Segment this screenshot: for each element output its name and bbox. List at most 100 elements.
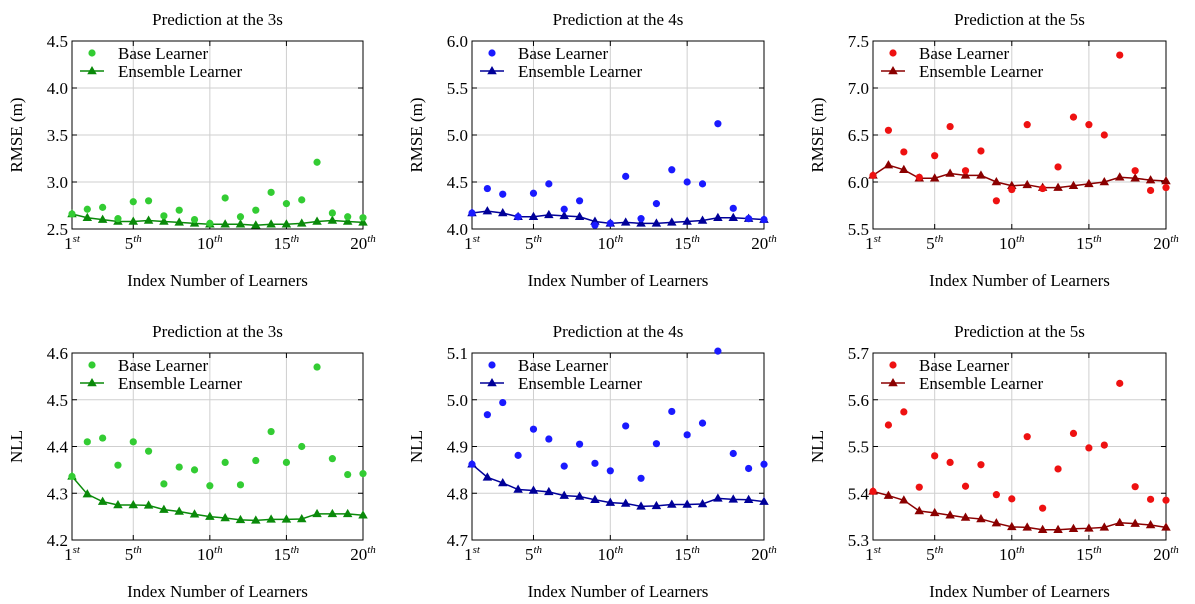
ensemble-learner-point: [544, 486, 554, 496]
ensemble-learner-point: [513, 484, 523, 493]
base-learner-point: [1023, 121, 1031, 129]
base-learner-point: [514, 213, 522, 221]
ensemble-learner-point: [1161, 522, 1171, 531]
base-learner-point: [992, 197, 1000, 205]
base-learner-point: [900, 408, 908, 416]
base-learner-point: [729, 204, 737, 212]
base-learner-point: [83, 205, 91, 213]
base-learner-point: [282, 458, 291, 466]
y-tick-label: 7.5: [848, 32, 869, 51]
ensemble-learner-point: [205, 511, 215, 520]
base-learner-point: [698, 419, 707, 427]
ensemble-learner-point: [960, 512, 971, 521]
legend-ensemble-learner-label: Ensemble Learner: [919, 374, 1043, 393]
ensemble-learner-point: [1145, 175, 1156, 184]
base-learner-point: [729, 449, 737, 458]
ensemble-learner-point: [574, 211, 585, 221]
base-learner-point: [483, 184, 491, 193]
y-tick-label: 4.7: [447, 531, 469, 550]
ensemble-learner-point: [497, 208, 508, 217]
base-learner-point: [961, 482, 970, 490]
chart-panel-1: 2.5 3.0 3.5 4.0 4.5 1st 5th 10th 15th 20th Predict…: [7, 10, 376, 290]
x-tick-label: 5th: [125, 233, 143, 253]
ensemble-learner-point: [914, 506, 925, 515]
base-learner-point: [545, 180, 553, 188]
legend-base-learner-label: Base Learner: [118, 356, 208, 375]
ensemble-learner-point: [682, 216, 692, 225]
base-learner-point: [344, 213, 352, 221]
base-learner-point: [698, 180, 707, 188]
legend-base-learner-label: Base Learner: [518, 356, 608, 375]
base-learner-point: [267, 427, 275, 436]
ensemble-learner-point: [697, 215, 708, 224]
chart-panel-5: 4.7 4.8 4.9 5.0 5.1 1st 5th 10th 15th 20th Predict…: [407, 322, 777, 601]
base-learner-point: [221, 194, 229, 202]
ensemble-learner-point: [883, 490, 894, 499]
legend-ensemble-learner-marker: [87, 378, 97, 387]
base-learner-point: [359, 470, 367, 478]
ensemble-learner-point: [743, 494, 754, 504]
legend-base-learner-label: Base Learner: [919, 44, 1009, 63]
base-learner-point: [683, 178, 691, 186]
legend-base-learner-label: Base Learner: [518, 44, 608, 63]
ensemble-learner-point: [296, 513, 307, 523]
base-learner-point: [190, 466, 199, 474]
y-tick-label: 4.6: [47, 344, 68, 363]
base-learner-point: [483, 411, 491, 419]
base-learner-point: [1023, 433, 1031, 441]
x-tick-label: 10th: [598, 233, 624, 253]
ensemble-learner-point: [651, 218, 662, 227]
ensemble-learner-point: [991, 518, 1002, 527]
y-tick-label: 5.3: [848, 531, 869, 550]
base-learner-point: [282, 200, 291, 208]
chart-title: Prediction at the 4s: [553, 10, 684, 29]
ensemble-learner-point: [945, 168, 955, 177]
chart-title: Prediction at the 3s: [152, 322, 283, 341]
ensemble-learner-point: [1114, 517, 1125, 526]
base-learner-point: [129, 198, 137, 206]
y-tick-label: 6.0: [447, 32, 468, 51]
legend-ensemble-learner-label: Ensemble Learner: [118, 374, 242, 393]
ensemble-learner-point: [728, 494, 739, 503]
ensemble-learner-point: [174, 217, 184, 226]
y-axis-label: RMSE (m): [407, 97, 426, 172]
base-learner-point: [637, 474, 645, 482]
ensemble-learner-point: [559, 490, 569, 499]
ensemble-learner-point: [574, 491, 585, 500]
x-tick-label: 1st: [865, 544, 882, 564]
ensemble-learner-point: [281, 219, 292, 228]
x-tick-label: 15th: [274, 544, 300, 564]
base-learner-point: [1131, 483, 1139, 491]
base-learner-point: [1069, 429, 1078, 438]
base-learner-point: [221, 458, 229, 466]
ensemble-learner-point: [1084, 178, 1094, 188]
ensemble-learner-point: [899, 164, 909, 174]
ensemble-learner-point: [590, 494, 600, 504]
ensemble-learner-point: [976, 170, 986, 179]
ensemble-learner-point: [945, 510, 955, 519]
legend-base-learner-marker: [488, 361, 496, 369]
y-tick-label: 4.0: [47, 79, 68, 98]
y-tick-label: 4.4: [47, 438, 69, 457]
ensemble-learner-point: [358, 217, 368, 226]
y-tick-label: 5.0: [447, 391, 468, 410]
ensemble-learner-point: [713, 212, 723, 221]
ensemble-learner-point: [559, 210, 569, 220]
y-tick-label: 4.5: [47, 32, 68, 51]
x-axis-label: Index Number of Learners: [528, 271, 709, 290]
y-tick-label: 4.2: [47, 531, 68, 550]
ensemble-learner-point: [342, 508, 353, 518]
ensemble-learner-point: [697, 499, 708, 508]
base-learner-point: [637, 215, 645, 223]
base-learner-point: [206, 219, 214, 227]
base-learner-point: [313, 158, 321, 166]
base-learner-point: [99, 203, 107, 211]
chart-panel-2: 4.0 4.5 5.0 5.5 6.0 1st 5th 10th 15th 20th Predict…: [407, 10, 777, 290]
base-learner-point: [83, 438, 91, 446]
ensemble-learner-point: [991, 177, 1002, 186]
ensemble-learner-point: [620, 498, 631, 507]
base-learner-point: [652, 200, 661, 208]
